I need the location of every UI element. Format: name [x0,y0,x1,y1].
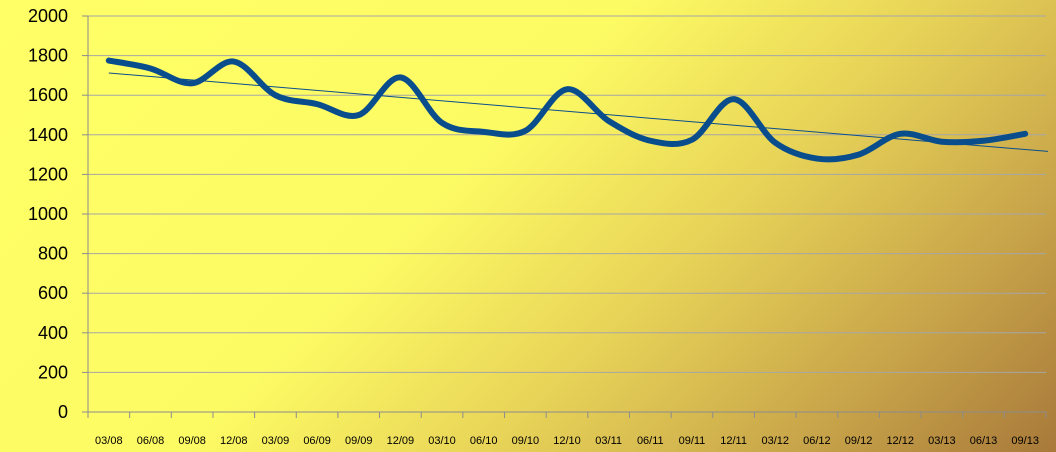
x-tick-label: 06/10 [470,435,498,447]
x-tick-label: 03/12 [761,435,789,447]
x-tick-label: 03/11 [595,435,622,447]
y-tick-label: 800 [38,244,68,264]
x-tick-label: 03/08 [95,435,123,447]
x-tick-label: 12/11 [720,435,747,447]
x-tick-label: 12/10 [553,435,581,447]
x-axis-ticks: 03/08 06/08 09/08 12/08 03/09 06/09 09/09 12/09… [95,435,1039,447]
x-tick-label: 12/09 [387,435,415,447]
y-tick-label: 0 [58,402,68,422]
x-tick-label: 09/09 [345,435,373,447]
x-tick-label: 09/11 [679,435,706,447]
x-tick-label: 09/08 [178,435,206,447]
y-tick-label: 1200 [28,164,68,184]
x-tick-label: 06/09 [303,435,331,447]
x-tick-label: 06/12 [803,435,831,447]
y-tick-label: 1400 [28,125,68,145]
y-tick-label: 2000 [28,6,68,26]
y-tick-label: 1600 [28,85,68,105]
x-tick-label: 09/13 [1011,435,1039,447]
x-tick-label: 03/09 [262,435,290,447]
series-line [105,57,1029,163]
y-tick-label: 1800 [28,46,68,66]
x-tick-label: 09/12 [845,435,873,447]
y-tick-label: 200 [38,362,68,382]
y-tick-label: 1000 [28,204,68,224]
x-tick-label: 12/12 [886,435,914,447]
x-tick-label: 12/08 [220,435,248,447]
x-tick-label: 06/13 [970,435,998,447]
x-tick-label: 06/11 [637,435,664,447]
gridlines [88,15,1046,373]
y-tick-label: 600 [38,283,68,303]
y-axis-ticks: 0 200 400 600 800 1000 1200 1400 1600 1800 2000 [28,6,68,422]
axes [82,15,1047,418]
trendline [108,72,1049,152]
x-tick-label: 09/10 [512,435,540,447]
x-tick-label: 03/10 [428,435,456,447]
x-tick-label: 03/13 [928,435,956,447]
y-tick-label: 400 [38,323,68,343]
x-tick-label: 06/08 [137,435,165,447]
